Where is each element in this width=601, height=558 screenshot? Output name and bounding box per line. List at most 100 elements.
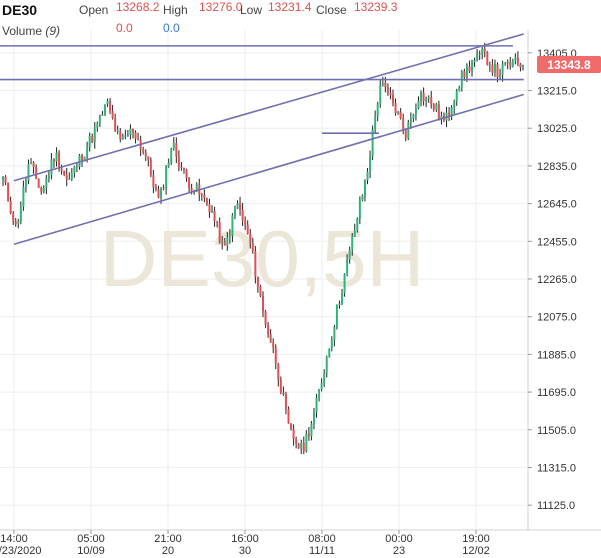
candle-body-up bbox=[236, 203, 239, 209]
candle-body-up bbox=[305, 433, 308, 452]
candle-body-up bbox=[351, 236, 354, 250]
candle-body-up bbox=[506, 62, 509, 64]
candle-body-up bbox=[381, 82, 384, 86]
candle-body-up bbox=[493, 64, 496, 73]
time-tick-label: 14:00 bbox=[0, 533, 28, 545]
candle-body-up bbox=[435, 104, 438, 110]
candle-body-down bbox=[437, 104, 440, 119]
date-tick-label: 30 bbox=[239, 545, 251, 557]
candle-body-up bbox=[170, 148, 173, 163]
candle-body-up bbox=[17, 221, 20, 224]
candle-body-up bbox=[126, 135, 129, 137]
candle-body-up bbox=[335, 304, 338, 328]
candle-body-down bbox=[114, 118, 117, 132]
candle-body-up bbox=[330, 339, 333, 349]
candle-body-up bbox=[231, 215, 234, 236]
candle-body-up bbox=[75, 166, 78, 168]
candle-body-up bbox=[50, 159, 53, 176]
price-tick-label: 13025.0 bbox=[537, 123, 577, 135]
candle-body-up bbox=[129, 128, 132, 136]
date-tick-label: 12/02 bbox=[462, 545, 490, 557]
candle-body-down bbox=[302, 442, 305, 452]
candle-body-down bbox=[259, 286, 262, 297]
candle-body-up bbox=[361, 195, 364, 200]
candle-body-down bbox=[37, 179, 40, 188]
candle-body-down bbox=[287, 408, 290, 424]
time-tick-label: 16:00 bbox=[231, 533, 259, 545]
candle-body-down bbox=[256, 276, 259, 287]
candle-body-up bbox=[455, 91, 458, 102]
candle-body-down bbox=[254, 251, 257, 277]
candle-body-up bbox=[425, 98, 428, 102]
trendline[interactable] bbox=[13, 33, 524, 182]
candle-body-down bbox=[132, 128, 134, 133]
time-tick-label: 21:00 bbox=[154, 533, 182, 545]
candle-body-up bbox=[73, 166, 76, 174]
candle-body-down bbox=[246, 224, 249, 235]
candle-body-up bbox=[458, 87, 461, 92]
candle-body-down bbox=[175, 143, 178, 157]
candle-body-up bbox=[160, 187, 163, 198]
candle-body-up bbox=[440, 115, 443, 119]
candle-body-down bbox=[399, 111, 402, 119]
candle-body-up bbox=[88, 136, 91, 148]
candle-body-down bbox=[12, 213, 15, 222]
price-tick-label: 12075.0 bbox=[537, 312, 577, 324]
candle-body-down bbox=[101, 114, 104, 116]
candle-body-down bbox=[152, 175, 155, 188]
candle-body-up bbox=[195, 184, 198, 191]
candle-body-up bbox=[312, 412, 315, 424]
candle-body-up bbox=[412, 114, 415, 119]
price-axis[interactable]: 13405.013215.013025.012835.012645.012455… bbox=[528, 48, 577, 512]
candle-body-up bbox=[98, 114, 101, 124]
high-label: High bbox=[163, 3, 188, 17]
volume-period: (9) bbox=[45, 24, 61, 38]
candle-body-up bbox=[453, 101, 456, 108]
candle-body-down bbox=[249, 234, 252, 243]
close-label: Close bbox=[316, 3, 347, 17]
open-value: 13268.2 bbox=[116, 0, 160, 14]
candle-body-down bbox=[272, 342, 275, 348]
trendlines[interactable] bbox=[0, 33, 524, 246]
candle-body-up bbox=[481, 48, 484, 55]
candle-body-down bbox=[519, 63, 522, 68]
candle-body-down bbox=[239, 203, 242, 210]
candle-body-down bbox=[134, 132, 137, 139]
candle-body-down bbox=[241, 209, 244, 221]
candle-body-up bbox=[83, 156, 86, 162]
candle-body-down bbox=[389, 92, 392, 96]
candle-body-up bbox=[499, 74, 502, 78]
price-tick-label: 11885.0 bbox=[537, 349, 576, 361]
candle-body-down bbox=[154, 187, 157, 190]
candle-body-up bbox=[233, 208, 236, 216]
candle-body-down bbox=[58, 152, 61, 169]
candle-body-down bbox=[162, 187, 165, 189]
candle-body-up bbox=[356, 218, 359, 231]
candle-body-up bbox=[501, 63, 504, 75]
candle-body-up bbox=[363, 180, 366, 196]
candle-body-up bbox=[407, 122, 410, 139]
candle-body-up bbox=[409, 118, 412, 123]
candle-body-down bbox=[486, 51, 489, 66]
candle-body-up bbox=[465, 66, 468, 78]
candle-body-up bbox=[165, 166, 168, 189]
watermark-text: DE30,5H bbox=[100, 214, 425, 303]
candle-body-down bbox=[218, 222, 221, 244]
candle-body-down bbox=[208, 203, 211, 213]
volume-value-1: 0.0 bbox=[116, 21, 133, 35]
candle-body-up bbox=[348, 249, 351, 260]
candle-body-up bbox=[338, 303, 341, 305]
candle-body-up bbox=[103, 104, 106, 116]
candle-body-up bbox=[300, 442, 303, 449]
candle-body-down bbox=[32, 162, 35, 168]
candle-body-up bbox=[96, 123, 99, 128]
candle-body-down bbox=[516, 57, 519, 64]
price-tick-label: 13215.0 bbox=[537, 86, 577, 98]
trendline[interactable] bbox=[13, 93, 524, 246]
candle-body-down bbox=[149, 159, 152, 176]
candle-body-up bbox=[511, 60, 514, 67]
candle-body-up bbox=[78, 155, 81, 167]
